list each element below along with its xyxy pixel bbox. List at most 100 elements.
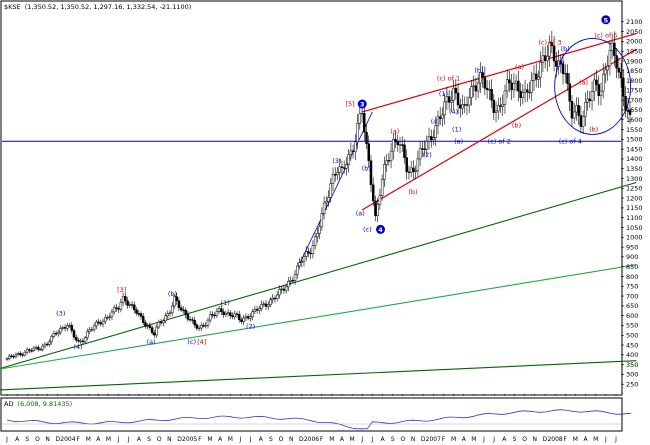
- x-tick-label: J: [604, 436, 607, 443]
- x-tick-label: J: [249, 436, 252, 443]
- y-tick-label: 650: [626, 302, 638, 310]
- wave-label: (3): [56, 310, 65, 318]
- candle-body: [159, 321, 163, 324]
- x-tick-label: N: [411, 436, 416, 443]
- wave-label: (c) of 1: [437, 75, 460, 83]
- candle-body: [572, 111, 576, 119]
- candle-body: [430, 136, 433, 140]
- candle-body: [57, 331, 60, 334]
- candle-body: [21, 354, 24, 356]
- candle-body: [133, 304, 136, 311]
- y-tick-label: 1650: [626, 106, 643, 114]
- candle-body: [222, 311, 225, 315]
- y-tick-label: 600: [626, 312, 638, 320]
- candle-body: [595, 79, 598, 85]
- candle-body: [179, 307, 183, 311]
- x-tick-label: F: [198, 436, 202, 443]
- candle-body: [54, 333, 58, 335]
- candle-body: [584, 102, 587, 117]
- candle-body: [197, 327, 201, 330]
- candle-body: [70, 325, 74, 331]
- candle-body: [354, 141, 357, 153]
- candle-body: [403, 144, 406, 158]
- candle-body: [14, 354, 18, 357]
- candle-body: [454, 87, 458, 94]
- candle-body: [412, 167, 415, 172]
- x-tick-label: A: [137, 436, 142, 443]
- candle-body: [195, 324, 199, 329]
- candle-body: [90, 329, 94, 331]
- candle-body: [392, 139, 395, 152]
- candle-body: [517, 80, 520, 92]
- candle-body: [19, 353, 22, 355]
- candle-body: [351, 150, 355, 153]
- candle-body: [166, 313, 170, 317]
- wave-label: (a): [454, 137, 463, 145]
- x-tick-label: M: [350, 436, 355, 443]
- candle-body: [503, 90, 507, 105]
- top-circle: [554, 37, 632, 135]
- wave-label: (b): [168, 290, 177, 298]
- candle-body: [255, 308, 259, 311]
- candle-body: [490, 89, 493, 101]
- candle-body: [291, 280, 295, 282]
- candle-body: [246, 316, 250, 319]
- candle-body: [479, 72, 482, 84]
- candle-body: [566, 73, 569, 84]
- x-tick-label: A: [462, 436, 467, 443]
- candle-body: [543, 55, 547, 61]
- candle-body: [220, 308, 223, 313]
- candle-body: [546, 55, 549, 61]
- candle-body: [139, 313, 143, 317]
- wave-circle-marker: [601, 15, 611, 25]
- candle-body: [465, 104, 469, 106]
- candle-body: [50, 336, 53, 343]
- x-tick-label: O: [279, 436, 284, 443]
- candle-body: [474, 85, 478, 92]
- candle-body: [394, 139, 397, 142]
- candle-body: [202, 325, 205, 327]
- wave-label: [5]: [345, 100, 354, 108]
- wave-label: (b): [474, 67, 483, 75]
- candle-body: [398, 144, 402, 146]
- candle-body: [534, 73, 538, 80]
- candle-body: [146, 325, 149, 327]
- candle-body: [436, 116, 440, 126]
- candle-body: [184, 309, 187, 315]
- candle-body: [405, 157, 408, 173]
- wave-circle-marker: [357, 99, 367, 109]
- candle-body: [481, 72, 484, 78]
- candle-body: [77, 339, 80, 342]
- candle-body: [320, 213, 324, 228]
- candle-body: [376, 203, 379, 216]
- candle-body: [613, 42, 616, 56]
- candle-body: [541, 55, 545, 63]
- candle-body: [10, 355, 13, 358]
- candle-body: [559, 60, 563, 65]
- candle-body: [43, 343, 47, 347]
- candle-body: [112, 307, 116, 313]
- symbol-label: $KSE: [4, 3, 21, 11]
- candle-body: [278, 289, 281, 296]
- wave-label: [3]: [117, 286, 126, 294]
- candle-body: [240, 319, 243, 322]
- candle-body: [590, 91, 594, 102]
- price-panel: [0, 0, 623, 396]
- candle-body: [311, 245, 315, 254]
- candle-body: [115, 307, 118, 309]
- candle-body: [88, 329, 91, 332]
- candle-body: [383, 164, 386, 180]
- candle-body: [153, 332, 156, 336]
- y-tick-label: 1100: [626, 214, 643, 222]
- wave-label: (b): [512, 122, 521, 130]
- candle-body: [488, 89, 491, 91]
- candle-body: [23, 351, 27, 356]
- candle-body: [575, 105, 578, 113]
- candle-body: [325, 201, 328, 204]
- y-tick-label: 700: [626, 292, 638, 300]
- candle-body: [204, 325, 207, 327]
- candle-body: [485, 87, 489, 91]
- candle-body: [200, 325, 203, 329]
- candle-body: [432, 137, 435, 140]
